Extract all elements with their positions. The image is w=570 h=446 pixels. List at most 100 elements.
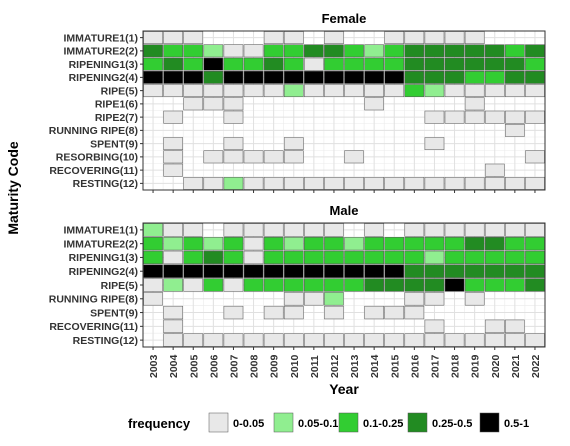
male-heatmap-cell — [283, 223, 304, 237]
x-axis-title: Year — [329, 381, 359, 397]
male-heatmap-cell — [505, 250, 525, 265]
female-y-tick-label: RIPE2(7) — [95, 112, 138, 124]
male-y-tick-label: RESTING(12) — [73, 335, 138, 347]
male-heatmap-cell — [243, 333, 264, 347]
female-heatmap-cell — [223, 71, 244, 84]
male-heatmap-cell — [464, 333, 485, 347]
male-heatmap-cell — [424, 264, 445, 278]
y-axis-title: Maturity Code — [5, 141, 21, 235]
female-heatmap-cell — [203, 84, 224, 97]
female-heatmap-cell — [364, 57, 384, 71]
male-heatmap-cell — [304, 292, 324, 306]
female-y-tick-label: RESORBING(10) — [56, 152, 138, 164]
female-heatmap-cell — [464, 71, 485, 84]
female-heatmap-cell — [223, 177, 244, 190]
female-heatmap-cell — [143, 31, 163, 44]
male-heatmap-cell — [263, 264, 284, 278]
male-heatmap-cell — [324, 223, 344, 237]
female-heatmap-cell — [163, 150, 183, 164]
female-heatmap-cell — [384, 71, 405, 84]
female-heatmap-cell — [424, 44, 445, 58]
male-heatmap-cell — [424, 319, 445, 333]
legend-swatch — [338, 412, 359, 433]
male-heatmap-cell — [223, 333, 244, 347]
female-heatmap-cell — [344, 177, 364, 190]
female-heatmap-cell — [505, 44, 525, 58]
female-heatmap-cell — [525, 84, 545, 97]
male-heatmap-cell — [304, 223, 324, 237]
female-heatmap-cell — [283, 84, 304, 97]
female-heatmap-cell — [263, 31, 284, 44]
female-heatmap-cell — [464, 84, 485, 97]
female-heatmap-cell — [404, 31, 425, 44]
female-heatmap-cell — [344, 57, 364, 71]
male-heatmap-cell — [424, 223, 445, 237]
male-heatmap-cell — [505, 278, 525, 292]
male-heatmap-cell — [344, 250, 364, 265]
male-panel-title: Male — [330, 203, 359, 218]
female-panel-border — [142, 30, 546, 191]
female-heatmap-cell — [304, 57, 324, 71]
male-heatmap-cell — [283, 264, 304, 278]
x-tick-label: 2012 — [329, 354, 341, 378]
female-heatmap-cell — [143, 57, 163, 71]
male-heatmap-cell — [143, 237, 163, 251]
female-heatmap-cell — [404, 57, 425, 71]
male-y-tick-label: RECOVERING(11) — [49, 321, 138, 333]
male-heatmap-cell — [324, 237, 344, 251]
male-heatmap-cell — [464, 278, 485, 292]
female-y-tick-label: RECOVERING(11) — [49, 165, 138, 177]
female-heatmap-cell — [324, 44, 344, 58]
female-heatmap-cell — [163, 84, 183, 97]
male-heatmap-cell — [143, 264, 163, 278]
male-heatmap-cell — [304, 237, 324, 251]
female-heatmap-cell — [384, 84, 405, 97]
female-heatmap-cell — [324, 71, 344, 84]
x-tick-label: 2018 — [450, 354, 462, 378]
x-tick-label: 2015 — [389, 354, 401, 378]
male-heatmap-cell — [183, 264, 204, 278]
x-tick-label: 2016 — [409, 354, 421, 378]
female-heatmap-cell — [444, 177, 465, 190]
male-y-tick-label: RIPENING2(4) — [69, 266, 138, 278]
male-heatmap-cell — [243, 237, 264, 251]
male-heatmap-cell — [424, 292, 445, 306]
female-heatmap-cell — [444, 31, 465, 44]
female-heatmap-cell — [364, 71, 384, 84]
legend-label: 0.05-0.1 — [298, 418, 338, 430]
female-heatmap-cell — [304, 71, 324, 84]
male-heatmap-cell — [304, 333, 324, 347]
male-heatmap-cell — [424, 278, 445, 292]
female-heatmap-cell — [344, 44, 364, 58]
female-heatmap-cell — [444, 57, 465, 71]
male-heatmap-cell — [203, 250, 224, 265]
female-heatmap-cell — [404, 84, 425, 97]
male-heatmap-cell — [283, 250, 304, 265]
x-tick-label: 2008 — [249, 354, 261, 378]
x-tick-label: 2022 — [530, 354, 542, 378]
female-heatmap-cell — [464, 97, 485, 111]
x-tick-label: 2020 — [490, 354, 502, 378]
male-heatmap-cell — [484, 250, 505, 265]
female-heatmap-cell — [484, 57, 505, 71]
male-heatmap-cell — [444, 250, 465, 265]
male-heatmap-cell — [324, 278, 344, 292]
female-heatmap-cell — [505, 57, 525, 71]
male-y-tick-label: RIPE(5) — [101, 280, 138, 292]
female-heatmap-cell — [283, 71, 304, 84]
legend-label: 0.25-0.5 — [432, 418, 472, 430]
male-y-tick-label: IMMATURE2(2) — [64, 238, 138, 250]
x-tick-label: 2021 — [510, 354, 522, 378]
male-y-tick-label: SPENT(9) — [90, 307, 138, 319]
female-heatmap-cell — [505, 177, 525, 190]
female-heatmap-cell — [324, 84, 344, 97]
male-heatmap-cell — [203, 278, 224, 292]
female-heatmap-cell — [344, 150, 364, 164]
male-heatmap-cell — [203, 237, 224, 251]
female-heatmap-cell — [243, 177, 264, 190]
female-heatmap-cell — [464, 44, 485, 58]
female-heatmap-cell — [223, 137, 244, 150]
female-heatmap-cell — [424, 177, 445, 190]
male-heatmap-cell — [384, 305, 405, 320]
